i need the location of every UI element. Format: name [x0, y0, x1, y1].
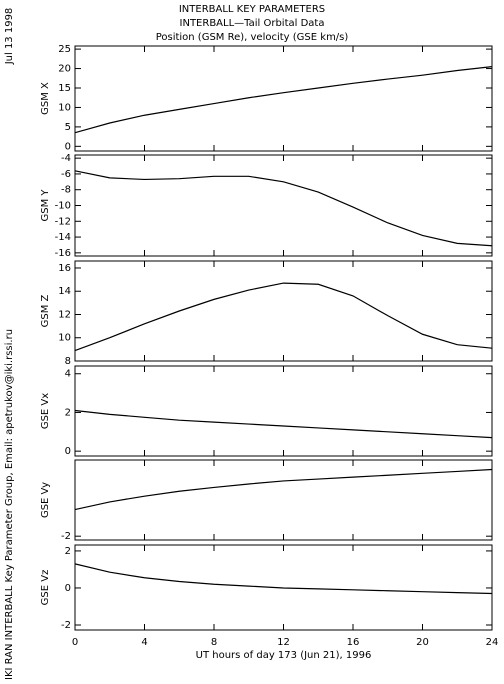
y-tick-label: -12 [55, 216, 71, 227]
y-tick-label: 25 [58, 44, 71, 55]
y-axis-label: GSM Y [40, 189, 51, 222]
x-tick-label: 4 [141, 637, 147, 648]
x-axis-label: UT hours of day 173 (Jun 21), 1996 [196, 650, 372, 661]
y-tick-label: 0 [65, 141, 71, 152]
title-line: INTERBALL—Tail Orbital Data [180, 18, 325, 29]
y-tick-label: 5 [65, 122, 71, 133]
y-tick-label: 0 [65, 583, 71, 594]
x-tick-label: 16 [347, 637, 360, 648]
credit: IKI RAN INTERBALL Key Parameter Group, E… [4, 329, 15, 680]
x-tick-label: 24 [486, 637, 499, 648]
title-line: INTERBALL KEY PARAMETERS [179, 4, 325, 15]
y-tick-label: 2 [65, 407, 71, 418]
y-tick-label: -16 [55, 248, 71, 259]
panel-frame [74, 459, 493, 541]
y-axis-label: GSE Vx [40, 393, 51, 429]
y-tick-label: -2 [61, 620, 71, 631]
y-axis-label: GSE Vy [40, 482, 51, 518]
data-line [74, 170, 493, 247]
y-axis-label: GSM X [40, 82, 51, 115]
y-tick-label: -4 [61, 153, 71, 164]
y-tick-label: -2 [61, 531, 71, 542]
y-tick-label: 16 [58, 263, 71, 274]
y-tick-label: 0 [65, 446, 71, 457]
x-tick-label: 20 [416, 637, 429, 648]
panel-frame [74, 154, 493, 257]
y-tick-label: 2 [65, 546, 71, 557]
y-tick-label: 10 [58, 333, 71, 344]
panel-frame [74, 365, 493, 457]
data-line [74, 66, 493, 134]
y-tick-label: 15 [58, 83, 71, 94]
y-tick-label: -14 [55, 232, 71, 243]
data-line [74, 563, 493, 595]
data-line [74, 282, 493, 352]
panel-frame [74, 45, 493, 152]
y-tick-label: 10 [58, 102, 71, 113]
y-tick-label: 14 [58, 286, 71, 297]
data-line [74, 468, 493, 511]
y-tick-label: 4 [65, 369, 71, 380]
date-stamp: Jul 13 1998 [4, 8, 15, 66]
y-tick-label: -8 [61, 185, 71, 196]
x-tick-label: 0 [72, 637, 78, 648]
y-tick-label: 12 [58, 309, 71, 320]
y-tick-label: 8 [65, 356, 71, 367]
x-tick-label: 12 [277, 637, 290, 648]
y-axis-label: GSE Vz [40, 570, 51, 606]
y-tick-label: -10 [55, 201, 71, 212]
y-axis-label: GSM Z [40, 294, 51, 327]
data-line [74, 409, 493, 439]
panel-frame [74, 260, 493, 362]
y-tick-label: -6 [61, 169, 71, 180]
title-line: Position (GSM Re), velocity (GSE km/s) [156, 32, 349, 43]
x-tick-label: 8 [211, 637, 217, 648]
y-tick-label: 20 [58, 64, 71, 75]
